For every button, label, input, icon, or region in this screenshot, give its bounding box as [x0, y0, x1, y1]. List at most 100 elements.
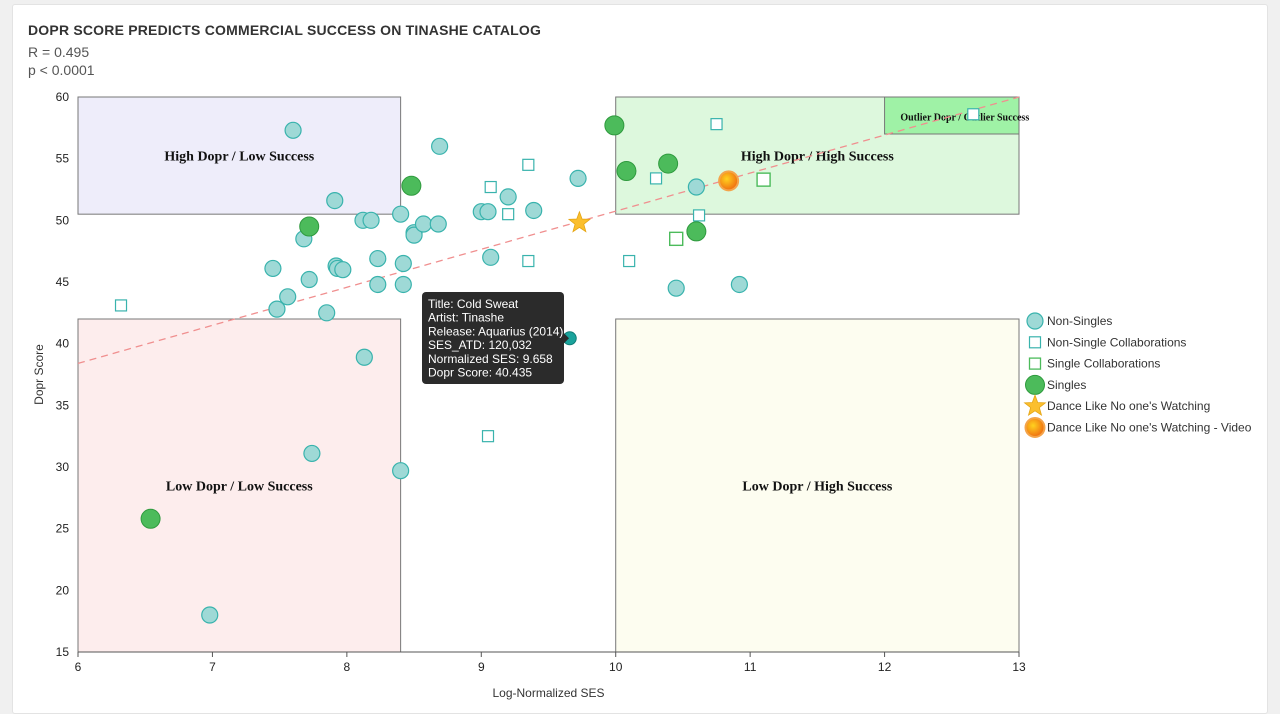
point-non-singles[interactable]: [730, 275, 748, 294]
legend-label-non-singles[interactable]: Non-Singles: [1047, 314, 1112, 328]
legend-marker-non-single-collaborations: [1028, 336, 1042, 349]
point-non-singles[interactable]: [355, 348, 373, 366]
point-non-singles[interactable]: [431, 137, 449, 155]
region-label-low-dopr-low-success: Low Dopr / Low Success: [166, 480, 313, 495]
legend-label-singles[interactable]: Singles: [1047, 378, 1086, 392]
legend-label-non-single-collaborations[interactable]: Non-Single Collaborations: [1047, 335, 1186, 349]
point-non-single-collaborations[interactable]: [502, 208, 515, 221]
legend-marker-dance-like-no-one-s-watching: [1023, 394, 1047, 417]
point-non-singles[interactable]: [369, 275, 387, 294]
legend-marker-non-singles: [1026, 312, 1044, 330]
point-non-singles[interactable]: [303, 444, 321, 463]
region-low-dopr-low-success: [77, 318, 402, 653]
y-tick-label: 25: [56, 522, 70, 536]
point-non-singles[interactable]: [482, 248, 500, 266]
x-tick-label: 7: [209, 660, 216, 674]
x-tick-label: 8: [344, 660, 351, 674]
y-tick-label: 20: [56, 583, 70, 597]
point-non-singles[interactable]: [414, 215, 433, 233]
point-non-single-collaborations[interactable]: [522, 158, 535, 171]
tooltip-line: Artist: Tinashe: [428, 311, 504, 325]
point-singles[interactable]: [140, 508, 161, 529]
x-tick-label: 9: [478, 660, 485, 674]
point-non-single-collaborations[interactable]: [967, 108, 980, 121]
point-singles[interactable]: [401, 175, 422, 196]
y-tick-label: 15: [56, 645, 70, 659]
point-non-single-collaborations[interactable]: [623, 254, 636, 268]
region-label-outlier-dopr-outlier-success: Outlier Dopr / Outlier Success: [900, 113, 1029, 124]
y-tick-label: 40: [56, 337, 70, 351]
point-non-single-collaborations[interactable]: [649, 172, 663, 185]
point-non-singles[interactable]: [392, 462, 410, 480]
point-dance-like-no-one-s-watching-video[interactable]: [718, 170, 740, 192]
point-non-singles[interactable]: [268, 300, 286, 318]
point-non-singles[interactable]: [334, 261, 352, 279]
point-non-singles[interactable]: [429, 215, 447, 233]
point-non-singles[interactable]: [569, 169, 587, 187]
point-singles[interactable]: [616, 161, 637, 181]
x-axis-title: Log-Normalized SES: [492, 686, 604, 700]
region-high-dopr-low-success: [77, 96, 402, 215]
point-single-collaborations[interactable]: [756, 172, 771, 187]
point-non-singles[interactable]: [392, 205, 410, 223]
tooltip-line: Dopr Score: 40.435: [428, 366, 532, 380]
legend-marker-single-collaborations: [1028, 357, 1042, 370]
point-non-singles[interactable]: [479, 203, 497, 221]
point-non-singles[interactable]: [394, 275, 412, 294]
point-non-single-collaborations[interactable]: [484, 180, 497, 194]
tooltip-line: Normalized SES: 9.658: [428, 352, 553, 366]
x-tick-label: 10: [609, 660, 623, 674]
tooltip-pointer: [564, 333, 569, 344]
x-tick-label: 11: [744, 660, 757, 674]
legend-label-single-collaborations[interactable]: Single Collaborations: [1047, 357, 1160, 371]
point-non-singles[interactable]: [687, 178, 705, 196]
point-dance-like-no-one-s-watching[interactable]: [567, 210, 591, 233]
point-non-single-collaborations[interactable]: [522, 254, 535, 268]
y-tick-label: 35: [56, 398, 70, 412]
point-non-singles[interactable]: [405, 226, 423, 244]
point-singles[interactable]: [299, 216, 320, 237]
point-non-singles[interactable]: [499, 188, 517, 206]
tooltip-box: [422, 292, 564, 384]
point-single-collaborations[interactable]: [669, 231, 684, 247]
point-non-single-collaborations[interactable]: [481, 430, 495, 443]
point-non-singles[interactable]: [667, 279, 685, 297]
point-non-singles[interactable]: [284, 121, 302, 139]
trendline-group: [77, 96, 1020, 365]
point-non-singles[interactable]: [264, 259, 282, 278]
point-singles[interactable]: [686, 221, 707, 242]
x-tick-label: 13: [1012, 660, 1026, 674]
data-points: [114, 108, 980, 624]
r-value-label: R = 0.495: [28, 44, 90, 60]
p-value-label: p < 0.0001: [28, 62, 95, 78]
y-tick-label: 55: [56, 152, 70, 166]
quadrant-labels: High Dopr / Low Success High Dopr / High …: [164, 113, 1029, 495]
region-low-dopr-high-success: [615, 318, 1020, 653]
point-non-single-collaborations[interactable]: [114, 299, 128, 312]
point-non-singles[interactable]: [279, 288, 297, 306]
point-singles[interactable]: [658, 153, 679, 174]
point-non-singles[interactable]: [201, 606, 219, 624]
point-non-singles[interactable]: [300, 270, 318, 289]
tooltip-line: Release: Aquarius (2014): [428, 324, 563, 338]
point-non-singles[interactable]: [318, 304, 336, 322]
point-non-singles[interactable]: [326, 192, 344, 210]
point-non-singles[interactable]: [362, 211, 380, 229]
x-tick-label: 6: [75, 660, 82, 674]
point-non-single-collaborations[interactable]: [710, 118, 723, 131]
y-axis-title: Dopr Score: [32, 344, 46, 405]
legend-label-dance-like-no-one-s-watching[interactable]: Dance Like No one's Watching: [1047, 399, 1210, 413]
axes-group: Log-Normalized SES Dopr Score 6 7 8 9 10 11 12…: [32, 90, 1026, 700]
point-non-singles[interactable]: [394, 254, 412, 273]
point-non-singles[interactable]: [369, 249, 387, 268]
point-non-single-collaborations[interactable]: [692, 209, 706, 222]
point-non-singles[interactable]: [525, 201, 543, 220]
legend-marker-singles: [1025, 374, 1045, 395]
y-tick-label: 50: [56, 213, 70, 227]
legend-marker-dance-like-no-one-s-watching-video: [1024, 417, 1046, 438]
region-label-high-dopr-high-success: High Dopr / High Success: [741, 150, 895, 165]
point-singles[interactable]: [604, 115, 625, 136]
legend-label-dance-like-no-one-s-watching-video[interactable]: Dance Like No one's Watching - Video: [1047, 421, 1252, 435]
